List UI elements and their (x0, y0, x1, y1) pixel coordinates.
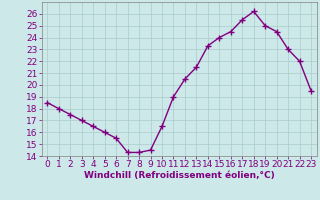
X-axis label: Windchill (Refroidissement éolien,°C): Windchill (Refroidissement éolien,°C) (84, 171, 275, 180)
